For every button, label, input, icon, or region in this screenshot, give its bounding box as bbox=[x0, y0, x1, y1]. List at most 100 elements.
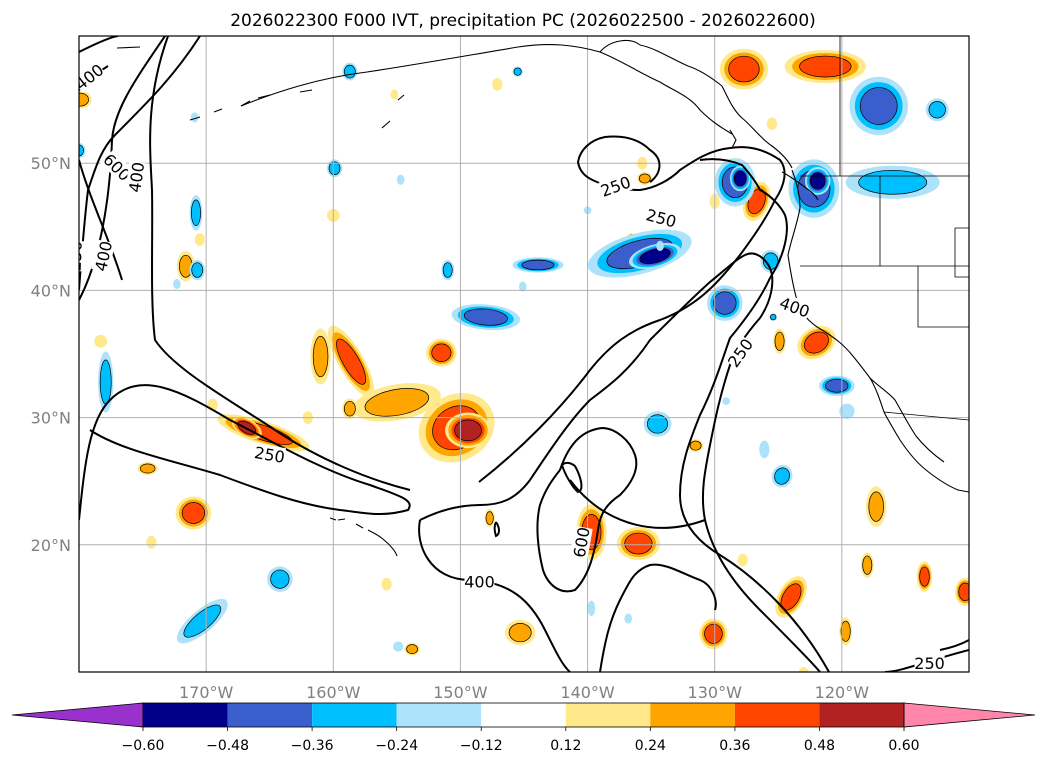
pc-negative-area-6 bbox=[849, 76, 908, 136]
colorbar-segment-5 bbox=[565, 703, 651, 727]
pc-positive-band-17-1 bbox=[79, 92, 89, 107]
precipitation-shading bbox=[79, 48, 969, 672]
pc-negative-band-14-1 bbox=[270, 569, 290, 589]
pc-positive-area-45 bbox=[390, 89, 399, 100]
pc-positive-band-33-1 bbox=[139, 463, 156, 474]
pc-positive-band-3-1 bbox=[364, 388, 430, 417]
axis-tick-labels: 170°W 160°W 150°W 140°W 130°W 120°W 20°N 30°N 40… bbox=[31, 154, 870, 702]
pc-positive-area-41 bbox=[194, 233, 205, 246]
map-frame bbox=[78, 35, 970, 673]
pc-positive-area-35 bbox=[381, 577, 392, 591]
pc-positive-area-14 bbox=[784, 49, 867, 84]
pc-positive-area-18 bbox=[484, 509, 495, 527]
pc-positive-area-15 bbox=[719, 48, 769, 90]
pc-positive-band-24-1 bbox=[406, 644, 418, 655]
colorbar-frame bbox=[142, 702, 905, 728]
ivt-label-background bbox=[569, 525, 593, 559]
pc-positive-band-14-2 bbox=[799, 55, 852, 78]
pc-negative-area-20 bbox=[326, 159, 343, 178]
pc-positive-band-21-2 bbox=[919, 566, 930, 587]
ivt-label-background bbox=[724, 335, 757, 371]
baja-california-coastline bbox=[869, 377, 945, 463]
colorbar-tick-label: −0.24 bbox=[375, 738, 418, 754]
pc-negative-band-12-1 bbox=[183, 604, 222, 638]
pc-positive-area-1 bbox=[310, 328, 331, 385]
pc-negative-area-35 bbox=[396, 174, 405, 185]
pc-positive-area-12 bbox=[797, 325, 836, 360]
colorbar-extend-high bbox=[903, 702, 1036, 728]
pc-positive-area-33 bbox=[137, 462, 158, 475]
pc-positive-area-34 bbox=[146, 535, 157, 549]
pc-positive-area-39 bbox=[766, 117, 778, 131]
alaska-panhandle-coastline bbox=[721, 85, 793, 169]
pc-positive-area-20 bbox=[504, 619, 536, 646]
pc-negative-area-32 bbox=[393, 641, 404, 652]
pc-positive-band-28-1 bbox=[638, 173, 651, 184]
lon-tick-label: 170°W bbox=[179, 683, 234, 702]
pc-negative-area-25 bbox=[839, 403, 855, 419]
west-coast-north-america bbox=[787, 169, 969, 493]
lat-tick-label: 20°N bbox=[31, 536, 71, 555]
pc-positive-band-27-1 bbox=[862, 555, 873, 575]
pc-positive-area-28 bbox=[637, 172, 653, 185]
pc-negative-area-9 bbox=[512, 257, 564, 273]
lat-tick-label: 30°N bbox=[31, 409, 71, 428]
pc-positive-band-15-2 bbox=[728, 55, 760, 83]
pc-negative-area-27 bbox=[342, 62, 358, 81]
pc-positive-band-25-1 bbox=[868, 491, 884, 522]
colorbar-segment-6 bbox=[650, 703, 735, 727]
ivt-label-background bbox=[91, 239, 116, 273]
pc-negative-band-23-1 bbox=[770, 313, 777, 321]
ivt-label-background bbox=[644, 205, 679, 231]
pc-negative-band-38-0 bbox=[173, 278, 181, 290]
pc-positive-area-13 bbox=[775, 576, 807, 618]
ivt-contour-small-loop bbox=[493, 521, 500, 538]
pc-negative-band-11-2 bbox=[825, 379, 849, 393]
pc-negative-area-10 bbox=[707, 285, 743, 321]
pc-positive-band-35-0 bbox=[381, 577, 392, 591]
colorbar-segment-1 bbox=[227, 703, 313, 727]
pc-negative-area-5 bbox=[804, 167, 831, 195]
colorbar-segment-3 bbox=[396, 703, 482, 727]
ivt-label-background bbox=[125, 161, 148, 194]
pc-negative-area-12 bbox=[176, 598, 228, 644]
pc-negative-area-19 bbox=[189, 195, 203, 231]
pc-negative-band-27-1 bbox=[343, 64, 356, 79]
ivt-contour-label: 250 bbox=[914, 654, 945, 673]
ivt-contour-250-west bbox=[79, 36, 411, 521]
pc-negative-band-29-0 bbox=[190, 112, 199, 123]
aleutian-islands bbox=[116, 46, 405, 129]
pc-negative-band-35-0 bbox=[396, 174, 405, 185]
ivt-contour-250-central bbox=[478, 135, 786, 483]
pc-positive-area-40 bbox=[737, 553, 748, 567]
pc-negative-band-5-3 bbox=[809, 172, 826, 190]
pc-negative-area-15 bbox=[643, 411, 672, 437]
alaska-coastline bbox=[240, 39, 733, 135]
colorbar: −0.60 −0.48 −0.36 −0.24 −0.12 0.12 0.24 0.36 0.4… bbox=[11, 702, 1036, 754]
pc-negative-band-20-1 bbox=[328, 161, 341, 176]
colorbar-tick-label: 0.24 bbox=[635, 738, 666, 754]
pc-negative-band-32-0 bbox=[393, 641, 404, 652]
pc-negative-area-34 bbox=[587, 600, 596, 617]
pc-negative-area-26 bbox=[759, 440, 770, 459]
hawaiian-islands bbox=[329, 517, 398, 557]
pc-negative-band-18-1 bbox=[191, 262, 204, 278]
pc-positive-band-42-0 bbox=[94, 334, 107, 348]
pc-negative-area-37 bbox=[518, 281, 527, 292]
lat-tick-label: 50°N bbox=[31, 154, 71, 173]
pc-negative-band-33-0 bbox=[624, 613, 633, 624]
pc-positive-band-23-1 bbox=[840, 620, 851, 642]
pc-positive-band-12-2 bbox=[803, 331, 829, 354]
colorbar-tick-label: −0.12 bbox=[460, 738, 503, 754]
pc-negative-area-8 bbox=[451, 304, 521, 331]
pc-negative-band-22-1 bbox=[442, 262, 453, 278]
pc-negative-band-9-2 bbox=[521, 259, 555, 271]
pc-positive-band-39-0 bbox=[766, 117, 778, 131]
vancouver-island bbox=[781, 171, 819, 201]
pc-positive-area-8 bbox=[175, 496, 212, 530]
pc-positive-band-46-0 bbox=[798, 666, 809, 672]
pc-negative-area-23 bbox=[769, 313, 778, 321]
lon-tick-label: 160°W bbox=[306, 683, 361, 702]
pc-negative-band-17-1 bbox=[774, 467, 790, 485]
